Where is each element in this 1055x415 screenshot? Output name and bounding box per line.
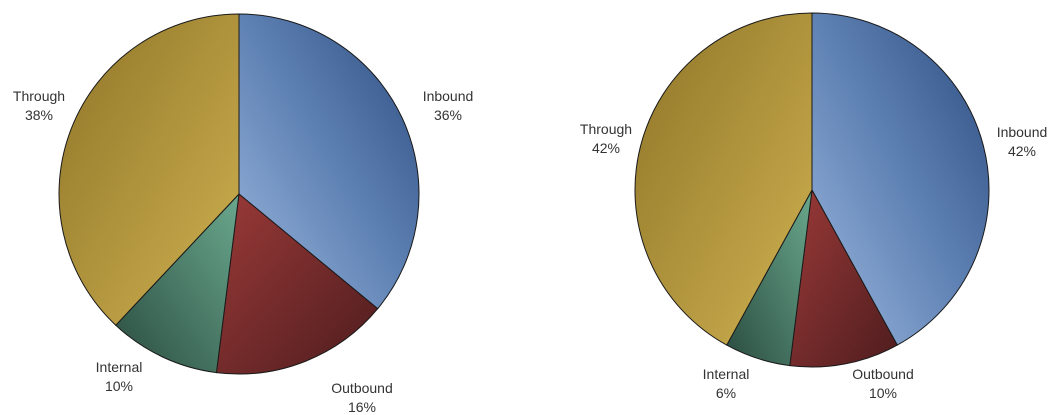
pie1-label-name-inbound: Inbound	[997, 124, 1048, 140]
pie1-slice-outbound	[789, 188, 898, 368]
pie1-label-name-internal: Internal	[703, 366, 750, 382]
pie0-label-name-through: Through	[13, 88, 65, 104]
pie0-label-value-internal: 10%	[105, 378, 133, 394]
pie0-label-value-outbound: 16%	[348, 399, 376, 415]
pie1-slice-inbound	[811, 12, 990, 346]
pie0-label-through: Through 38%	[13, 88, 65, 123]
pie0-label-internal: Internal 10%	[96, 359, 143, 394]
pie1-label-outbound: Outbound 10%	[852, 366, 914, 401]
pie0-slice-inbound	[238, 13, 420, 310]
pie0-slice-outbound	[215, 193, 379, 375]
pie1-slice-through	[634, 12, 813, 346]
pie0-slice-internal	[115, 192, 240, 374]
pie0-label-name-inbound: Inbound	[423, 88, 474, 104]
pie0-label-name-internal: Internal	[96, 359, 143, 375]
pie1-label-internal: Internal 6%	[703, 366, 750, 401]
pie0-slice-through	[58, 13, 240, 326]
pie1-label-value-inbound: 42%	[1008, 143, 1036, 159]
pie0-label-value-through: 38%	[25, 107, 53, 123]
pie0-label-value-inbound: 36%	[434, 107, 462, 123]
pie1-label-name-outbound: Outbound	[852, 366, 914, 382]
pie1-label-value-internal: 6%	[716, 385, 736, 401]
pie-chart-left: Inbound 36% Outbound 16% Internal 10% Through 3…	[13, 13, 474, 415]
pie1-label-name-through: Through	[580, 121, 632, 137]
pie0-label-name-outbound: Outbound	[331, 380, 393, 396]
pie-chart-right: Inbound 42% Outbound 10% Internal 6% Through 42…	[580, 12, 1048, 401]
pie1-label-value-through: 42%	[592, 140, 620, 156]
pie1-label-value-outbound: 10%	[869, 385, 897, 401]
pie0-label-inbound: Inbound 36%	[423, 88, 474, 123]
pie1-label-through: Through 42%	[580, 121, 632, 156]
pie0-label-outbound: Outbound 16%	[331, 380, 393, 415]
pie1-label-inbound: Inbound 42%	[997, 124, 1048, 159]
